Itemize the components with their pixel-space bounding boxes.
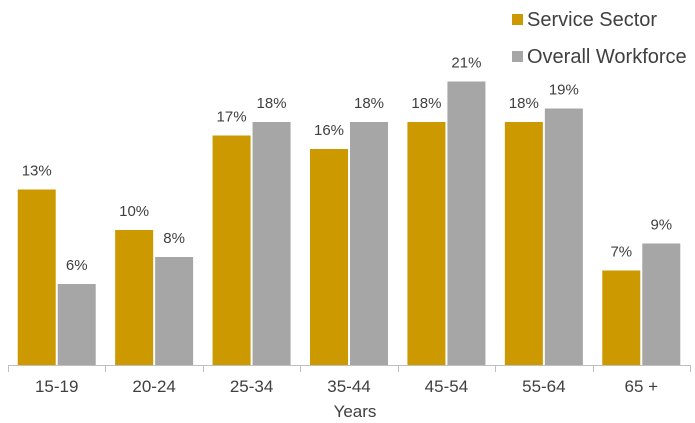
bar-service-sector-35-44	[310, 149, 348, 365]
legend-label-overall-workforce: Overall Workforce	[527, 46, 687, 68]
value-label-service-sector-35-44: 16%	[314, 122, 344, 139]
bar-overall-workforce-25-34	[252, 122, 291, 365]
bar-service-sector-15-19	[17, 189, 56, 365]
bar-service-sector-20-24	[115, 230, 154, 365]
value-label-overall-workforce-35-44: 18%	[354, 95, 384, 112]
legend: Service Sector Overall Workforce	[512, 9, 687, 68]
bar-overall-workforce-65	[642, 243, 681, 365]
value-label-service-sector-20-24: 10%	[119, 203, 149, 220]
x-axis-ticks	[8, 365, 691, 372]
category-label-45-54: 45-54	[425, 377, 468, 396]
value-label-overall-workforce-65: 9%	[650, 217, 672, 234]
category-label-55-64: 55-64	[522, 377, 565, 396]
x-axis-title: Years	[334, 402, 377, 421]
legend-label-service-sector: Service Sector	[527, 9, 657, 31]
bar-overall-workforce-45-54	[447, 81, 486, 365]
value-label-overall-workforce-55-64: 19%	[549, 82, 579, 99]
value-label-overall-workforce-25-34: 18%	[257, 95, 287, 112]
legend-swatch-service-sector	[512, 14, 523, 25]
bar-service-sector-25-34	[212, 135, 251, 365]
bar-service-sector-45-54	[407, 122, 446, 365]
bar-overall-workforce-55-64	[544, 108, 583, 365]
value-label-overall-workforce-15-19: 6%	[66, 257, 88, 274]
value-label-overall-workforce-20-24: 8%	[163, 230, 185, 247]
category-label-65: 65 +	[625, 377, 659, 396]
category-labels-group: 15-19 20-24 25-34 35-44 45-54 55-64 65 +	[35, 377, 658, 396]
category-label-35-44: 35-44	[327, 377, 370, 396]
value-labels-group: 13% 6% 10% 8% 17% 18% 16% 18% 18% 21% 18% 19% 7% 9%	[22, 55, 672, 275]
value-label-service-sector-65: 7%	[610, 244, 632, 261]
bar-service-sector-55-64	[504, 122, 543, 365]
category-label-20-24: 20-24	[132, 377, 175, 396]
category-label-25-34: 25-34	[230, 377, 273, 396]
bars-group	[17, 81, 681, 365]
legend-swatch-overall-workforce	[512, 51, 523, 62]
value-label-service-sector-25-34: 17%	[217, 109, 247, 126]
value-label-service-sector-15-19: 13%	[22, 163, 52, 180]
bar-overall-workforce-15-19	[57, 284, 96, 365]
value-label-service-sector-45-54: 18%	[411, 95, 441, 112]
bar-service-sector-65	[602, 270, 641, 365]
category-label-15-19: 15-19	[35, 377, 78, 396]
bar-overall-workforce-35-44	[350, 122, 388, 365]
value-label-overall-workforce-45-54: 21%	[451, 55, 481, 72]
value-label-service-sector-55-64: 18%	[509, 95, 539, 112]
bar-overall-workforce-20-24	[155, 257, 194, 365]
